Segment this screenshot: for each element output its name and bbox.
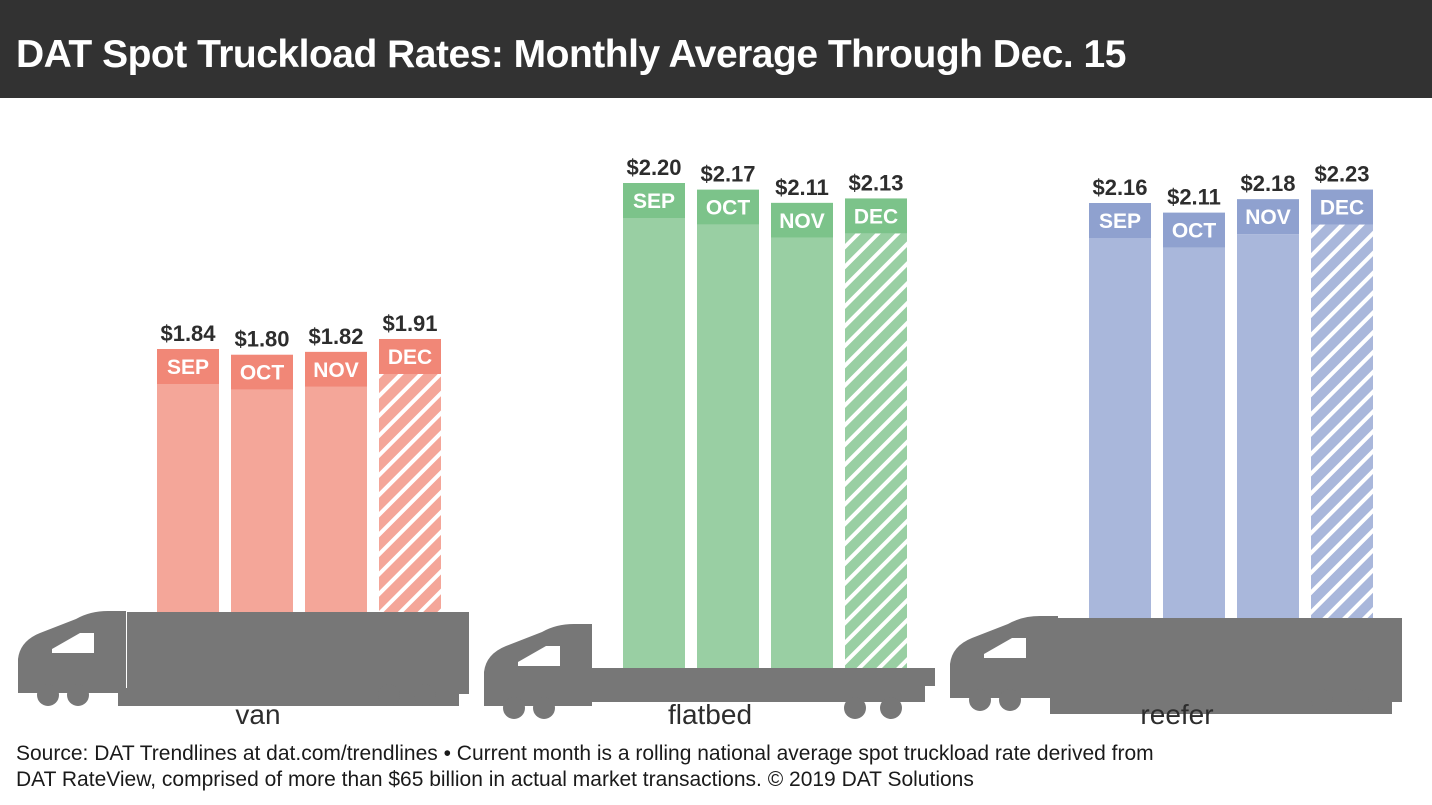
van-month-label: SEP bbox=[167, 356, 209, 379]
reefer-bars: SEP $2.16 OCT $2.11 NOV $2.18 DEC $2.23 bbox=[1089, 162, 1373, 619]
van-cap-dec bbox=[379, 338, 441, 374]
reefer-truck-wheel bbox=[999, 689, 1021, 711]
source-footnote: Source: DAT Trendlines at dat.com/trendl… bbox=[16, 741, 1416, 793]
van-truck-trailer bbox=[127, 612, 469, 694]
van-group-label: van bbox=[235, 699, 280, 730]
flatbed-value-label: $2.17 bbox=[700, 162, 755, 187]
reefer-bar-nov bbox=[1237, 234, 1299, 618]
flatbed-truck-chassis bbox=[584, 680, 925, 702]
van-cap-nov bbox=[305, 351, 367, 387]
flatbed-bar-nov bbox=[771, 237, 833, 668]
flatbed-truck-wheel bbox=[533, 697, 555, 719]
van-bars: SEP $1.84 OCT $1.80 NOV $1.82 DEC $1.91 bbox=[157, 311, 441, 612]
reefer-truck-wheel bbox=[1347, 689, 1369, 711]
van-cap-oct bbox=[231, 354, 293, 390]
flatbed-truck-window bbox=[518, 646, 560, 666]
reefer-month-label: NOV bbox=[1245, 206, 1291, 229]
reefer-month-label: OCT bbox=[1172, 220, 1217, 243]
reefer-truck-trailer bbox=[1058, 618, 1402, 702]
flatbed-truck-wheel bbox=[503, 697, 525, 719]
van-month-label: OCT bbox=[240, 362, 285, 385]
reefer-value-label: $2.23 bbox=[1314, 162, 1369, 187]
reefer-bar-oct bbox=[1163, 247, 1225, 618]
group-labels: van flatbed reefer bbox=[235, 699, 1213, 730]
reefer-value-label: $2.18 bbox=[1240, 171, 1295, 196]
van-bar-sep bbox=[157, 384, 219, 612]
flatbed-cap-nov bbox=[771, 202, 833, 238]
van-truck-wheel bbox=[378, 684, 400, 706]
flatbed-truck-wheel bbox=[880, 697, 902, 719]
flatbed-group-label: flatbed bbox=[668, 699, 752, 730]
flatbed-bar-sep bbox=[623, 218, 685, 668]
flatbed-truck-wheel bbox=[844, 697, 866, 719]
flatbed-month-label: SEP bbox=[633, 190, 675, 213]
van-truck-wheel bbox=[67, 684, 89, 706]
van-truck bbox=[18, 611, 469, 706]
flatbed-value-label: $2.13 bbox=[848, 170, 903, 195]
van-value-label: $1.80 bbox=[234, 327, 289, 352]
chart-title: DAT Spot Truckload Rates: Monthly Averag… bbox=[16, 33, 1126, 76]
flatbed-cap-dec bbox=[845, 198, 907, 234]
van-value-label: $1.91 bbox=[382, 311, 437, 336]
reefer-cap-sep bbox=[1089, 203, 1151, 238]
reefer-cap-nov bbox=[1237, 199, 1299, 235]
footnote-line-1: Source: DAT Trendlines at dat.com/trendl… bbox=[16, 742, 1154, 765]
flatbed-value-label: $2.20 bbox=[626, 155, 681, 180]
van-cap-sep bbox=[157, 349, 219, 384]
van-bar-dec bbox=[379, 373, 441, 612]
flatbed-month-label: OCT bbox=[706, 197, 751, 220]
reefer-truck-wheel bbox=[1311, 689, 1333, 711]
flatbed-bars: SEP $2.20 OCT $2.17 NOV $2.11 DEC $2.13 bbox=[623, 155, 907, 668]
van-value-label: $1.84 bbox=[160, 321, 216, 346]
flatbed-truck bbox=[484, 624, 935, 719]
reefer-month-label: DEC bbox=[1320, 197, 1364, 220]
van-truck-chassis bbox=[118, 688, 459, 706]
van-month-label: NOV bbox=[313, 359, 359, 382]
flatbed-cap-sep bbox=[623, 183, 685, 218]
van-truck-wheel bbox=[37, 684, 59, 706]
flatbed-month-label: DEC bbox=[854, 205, 898, 228]
reefer-group-label: reefer bbox=[1140, 699, 1213, 730]
reefer-value-label: $2.16 bbox=[1092, 175, 1147, 200]
van-bar-nov bbox=[305, 386, 367, 612]
flatbed-value-label: $2.11 bbox=[775, 175, 829, 200]
bar-groups: SEP $1.84 OCT $1.80 NOV $1.82 DEC $1.91 SEP $2.20… bbox=[157, 155, 1373, 668]
van-bar-oct bbox=[231, 389, 293, 612]
reefer-cap-dec bbox=[1311, 189, 1373, 225]
reefer-truck bbox=[950, 616, 1402, 714]
reefer-truck-window bbox=[984, 638, 1026, 658]
reefer-cap-oct bbox=[1163, 212, 1225, 248]
reefer-month-label: SEP bbox=[1099, 210, 1141, 233]
truck-illustrations bbox=[18, 611, 1402, 719]
header-bar: DAT Spot Truckload Rates: Monthly Averag… bbox=[0, 0, 1432, 98]
van-truck-window bbox=[52, 633, 94, 653]
reefer-bar-sep bbox=[1089, 238, 1151, 618]
van-month-label: DEC bbox=[388, 346, 432, 369]
footnote-line-2: DAT RateView, comprised of more than $65… bbox=[16, 768, 974, 791]
flatbed-bar-oct bbox=[697, 224, 759, 668]
flatbed-month-label: NOV bbox=[779, 210, 825, 233]
reefer-bar-dec bbox=[1311, 224, 1373, 619]
reefer-value-label: $2.11 bbox=[1167, 185, 1221, 210]
van-truck-wheel bbox=[414, 684, 436, 706]
reefer-truck-chassis bbox=[1050, 696, 1392, 714]
van-value-label: $1.82 bbox=[308, 324, 363, 349]
flatbed-bar-dec bbox=[845, 233, 907, 668]
reefer-truck-wheel bbox=[969, 689, 991, 711]
flatbed-cap-oct bbox=[697, 189, 759, 225]
